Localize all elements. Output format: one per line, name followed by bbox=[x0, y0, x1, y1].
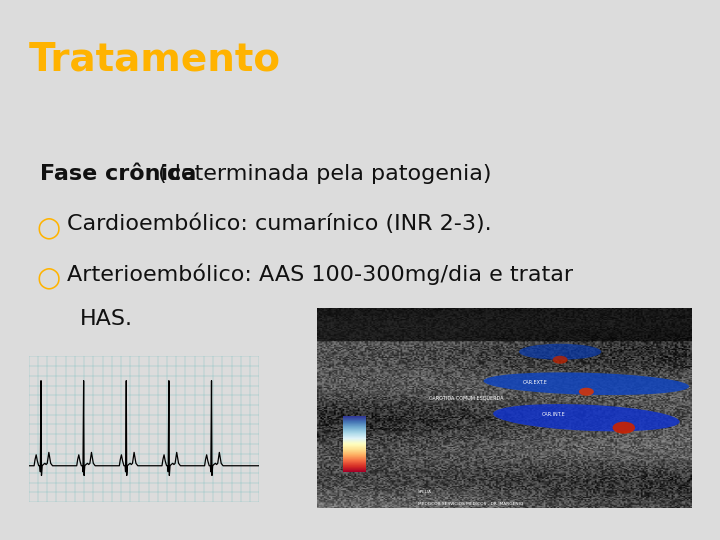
Text: Cardioembólico: cumarínico (INR 2-3).: Cardioembólico: cumarínico (INR 2-3). bbox=[67, 214, 492, 234]
Text: Arterioembólico: AAS 100-300mg/dia e tratar: Arterioembólico: AAS 100-300mg/dia e tra… bbox=[67, 264, 573, 285]
Text: MEDOCOR SERVICIOS MEDICOS - DR. MARGENIO: MEDOCOR SERVICIOS MEDICOS - DR. MARGENIO bbox=[418, 502, 523, 505]
Text: CARÓTIDA COMUM ESQUERDA: CARÓTIDA COMUM ESQUERDA bbox=[429, 396, 503, 401]
Ellipse shape bbox=[579, 388, 594, 396]
Text: Fase crônica: Fase crônica bbox=[40, 164, 196, 184]
Text: HAS.: HAS. bbox=[80, 309, 133, 329]
Ellipse shape bbox=[493, 404, 680, 431]
Ellipse shape bbox=[613, 422, 635, 434]
Text: (determinada pela patogenia): (determinada pela patogenia) bbox=[151, 164, 492, 184]
Ellipse shape bbox=[484, 373, 689, 395]
Text: ○: ○ bbox=[36, 214, 60, 242]
Text: CAR.INT.E: CAR.INT.E bbox=[541, 411, 565, 417]
Text: CAR.EXT.E: CAR.EXT.E bbox=[523, 380, 548, 384]
Text: SPELIA: SPELIA bbox=[418, 490, 432, 494]
Text: Tratamento: Tratamento bbox=[29, 40, 281, 78]
Text: ○: ○ bbox=[36, 264, 60, 292]
Ellipse shape bbox=[519, 344, 601, 360]
Ellipse shape bbox=[553, 356, 567, 364]
